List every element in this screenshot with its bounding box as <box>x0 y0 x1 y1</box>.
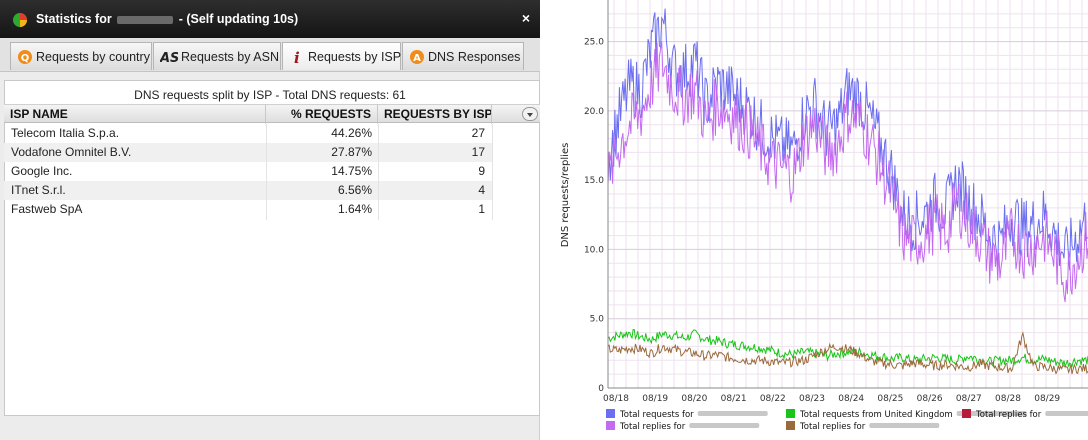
as-logo-icon: AS <box>160 49 178 65</box>
x-tick-label: 08/27 <box>956 394 982 404</box>
tab-label: Requests by ASN <box>181 49 279 64</box>
count-cell: 4 <box>478 183 485 197</box>
svg-text:Q: Q <box>21 53 30 64</box>
series-line-total-replies-uk <box>607 331 1088 375</box>
table-caption: DNS requests split by ISP - Total DNS re… <box>134 88 406 102</box>
table-row[interactable]: ITnet S.r.l. 6.56% 4 <box>4 181 492 200</box>
tab-strip: Q Requests by country AS Requests by ASN… <box>0 38 540 72</box>
isp-name-cell: Google Inc. <box>11 164 73 178</box>
pct-cell: 27.87% <box>331 145 372 159</box>
title-suffix: - (Self updating 10s) <box>178 12 299 26</box>
column-menu-button[interactable] <box>522 107 538 121</box>
pct-cell: 14.75% <box>331 164 372 178</box>
count-cell: 9 <box>478 164 485 178</box>
dns-requests-chart: 0 5.0 10.0 15.0 20.0 25.0 DNS requests/replies… <box>548 0 1088 440</box>
y-tick-label: 20.0 <box>584 107 604 117</box>
legend-label: Total replies for <box>975 410 1042 420</box>
table-row[interactable]: Fastweb SpA 1.64% 1 <box>4 200 492 219</box>
table-row[interactable]: Telecom Italia S.p.a. 44.26% 27 <box>4 124 492 143</box>
legend-swatch <box>606 421 615 430</box>
table-row[interactable]: Vodafone Omnitel B.V. 27.87% 17 <box>4 143 492 162</box>
column-divider <box>492 124 493 220</box>
legend-label: Total requests for <box>619 410 694 420</box>
column-header-pct-requests[interactable]: % REQUESTS <box>266 105 378 124</box>
pct-cell: 6.56% <box>337 183 372 197</box>
y-tick-label: 5.0 <box>590 315 605 325</box>
legend-label: Total requests from United Kingdom <box>799 410 953 420</box>
tab-dns-responses[interactable]: A DNS Responses <box>402 42 524 70</box>
x-tick-label: 08/24 <box>838 394 864 404</box>
x-tick-label: 08/21 <box>721 394 747 404</box>
legend-swatch <box>786 409 795 418</box>
tab-label: DNS Responses <box>428 49 521 64</box>
y-tick-label: 15.0 <box>584 176 604 186</box>
tab-label: Requests by country <box>36 49 150 64</box>
tab-requests-by-isp[interactable]: i Requests by ISP <box>282 42 401 70</box>
table-row[interactable]: Google Inc. 14.75% 9 <box>4 162 492 181</box>
statistics-window: Statistics for - (Self updating 10s) × Q… <box>0 0 540 440</box>
tab-label: Requests by ISP <box>308 49 402 64</box>
count-cell: 1 <box>478 202 485 216</box>
svg-text:AS: AS <box>160 51 178 65</box>
isp-panel <box>4 80 540 416</box>
a-orange-icon: A <box>409 49 425 65</box>
legend-redacted-mark <box>697 411 768 416</box>
x-tick-label: 08/29 <box>1034 394 1060 404</box>
x-tick-label: 08/18 <box>603 394 629 404</box>
column-header-requests-by-isp[interactable]: REQUESTS BY ISP <box>378 105 492 124</box>
legend-redacted-mark <box>956 411 1027 416</box>
legend-swatch <box>962 409 971 418</box>
close-button[interactable]: × <box>521 10 531 26</box>
y-axis-label: DNS requests/replies <box>560 143 571 248</box>
column-divider <box>266 124 267 220</box>
series-line-total-requests-uk <box>607 329 1088 369</box>
legend-redacted-mark <box>689 423 760 428</box>
pct-cell: 44.26% <box>331 126 372 140</box>
q-orange-icon: Q <box>17 49 33 65</box>
legend-swatch <box>786 421 795 430</box>
legend-redacted-mark <box>1045 411 1088 416</box>
info-i-icon: i <box>289 49 305 65</box>
y-tick-label: 10.0 <box>584 245 604 255</box>
isp-name-cell: Vodafone Omnitel B.V. <box>11 145 132 159</box>
pie-chart-icon <box>13 13 27 27</box>
count-cell: 17 <box>471 145 485 159</box>
column-divider <box>378 124 379 220</box>
series-line-total-replies-domain <box>607 41 1088 303</box>
x-tick-label: 08/26 <box>917 394 943 404</box>
table-header: ISP NAME % REQUESTS REQUESTS BY ISP <box>4 104 540 124</box>
window-titlebar[interactable]: Statistics for - (Self updating 10s) × <box>0 0 540 38</box>
x-tick-label: 08/23 <box>799 394 825 404</box>
isp-name-cell: ITnet S.r.l. <box>11 183 66 197</box>
y-tick-label: 0 <box>598 384 604 394</box>
legend-redacted-mark <box>869 423 940 428</box>
redacted-domain <box>117 15 174 24</box>
y-tick-label: 25.0 <box>584 38 604 48</box>
x-tick-label: 08/22 <box>760 394 786 404</box>
count-cell: 27 <box>471 126 485 140</box>
svg-text:A: A <box>413 53 421 64</box>
column-header-isp-name[interactable]: ISP NAME <box>4 105 266 124</box>
legend-label: Total replies for <box>799 422 866 432</box>
series-line-total-requests-domain <box>607 8 1088 271</box>
pct-cell: 1.64% <box>337 202 372 216</box>
x-tick-label: 08/25 <box>877 394 903 404</box>
x-tick-label: 08/28 <box>995 394 1021 404</box>
tab-requests-by-country[interactable]: Q Requests by country <box>10 42 152 70</box>
chart-svg: 0 5.0 10.0 15.0 20.0 25.0 DNS requests/replies… <box>560 0 1088 432</box>
x-tick-label: 08/19 <box>642 394 668 404</box>
tab-requests-by-asn[interactable]: AS Requests by ASN <box>153 42 281 70</box>
x-tick-label: 08/20 <box>681 394 707 404</box>
svg-text:i: i <box>294 49 300 65</box>
isp-name-cell: Telecom Italia S.p.a. <box>11 126 120 140</box>
isp-name-cell: Fastweb SpA <box>11 202 83 216</box>
window-title: Statistics for - (Self updating 10s) <box>36 12 298 26</box>
legend-label: Total replies for <box>619 422 686 432</box>
title-prefix: Statistics for <box>36 12 112 26</box>
legend-swatch <box>606 409 615 418</box>
